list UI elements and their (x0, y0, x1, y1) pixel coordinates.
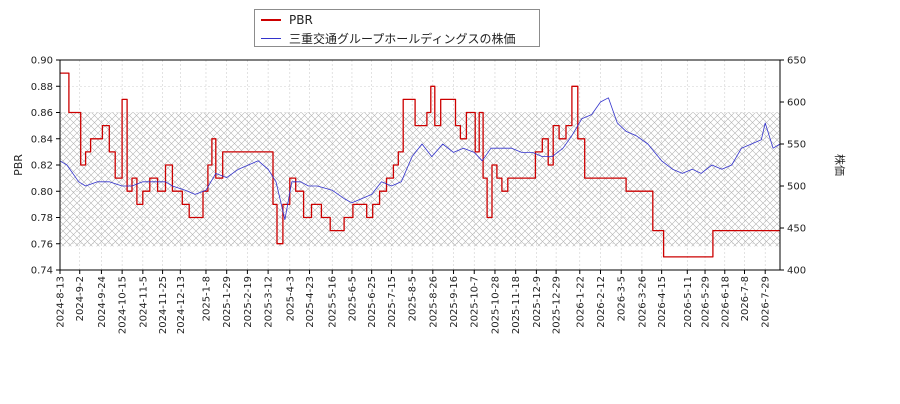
left-tick-label: 0.78 (31, 213, 53, 224)
x-tick-label: 2026-5-11 (683, 276, 694, 328)
x-tick-label: 2024-12-13 (176, 276, 187, 334)
x-tick-label: 2025-5-16 (328, 276, 339, 328)
left-tick-label: 0.86 (31, 108, 53, 119)
x-tick-label: 2025-10-28 (490, 276, 501, 334)
left-tick-label: 0.80 (31, 187, 53, 198)
series-layer (60, 72, 780, 258)
x-tick-label: 2025-6-5 (347, 276, 358, 321)
left-tick-label: 0.88 (31, 82, 53, 93)
x-tick-label: 2024-11-5 (138, 276, 149, 328)
x-tick-label: 2024-10-15 (118, 276, 129, 334)
left-tick-label: 0.76 (31, 239, 53, 250)
x-tick-label: 2025-9-16 (449, 276, 460, 328)
legend-swatch-pbr (261, 19, 281, 21)
x-tick-label: 2026-3-5 (617, 276, 628, 321)
right-tick-label: 550 (787, 140, 806, 151)
left-tick-label: 0.90 (31, 56, 53, 67)
right-tick-label: 600 (787, 98, 806, 109)
left-tick-label: 0.84 (31, 134, 53, 145)
x-tick-label: 2026-2-12 (596, 276, 607, 328)
x-tick-label: 2025-10-7 (470, 276, 481, 328)
x-tick-label: 2024-11-25 (158, 276, 169, 334)
legend-label-stock-price: 三重交通グループホールディングスの株価 (289, 31, 516, 46)
series-line-pbr (60, 72, 780, 258)
right-tick-label: 450 (787, 224, 806, 235)
x-tick-label: 2025-12-9 (532, 276, 543, 328)
x-tick-label: 2025-3-12 (264, 276, 275, 328)
x-tick-label: 2026-7-29 (761, 276, 772, 328)
x-tick-label: 2024-8-13 (56, 276, 67, 328)
right-tick-label: 500 (787, 182, 806, 193)
right-axis-ticks: 400 450 500 550 600 650 (780, 56, 806, 277)
x-tick-label: 2025-1-29 (222, 276, 233, 328)
series-line-stock-price (60, 97, 780, 220)
legend-label-pbr: PBR (289, 13, 313, 27)
right-axis-title: 株価 (833, 154, 847, 176)
left-tick-label: 0.82 (31, 161, 53, 172)
x-tick-label: 2025-6-25 (367, 276, 378, 328)
x-tick-label: 2026-5-29 (701, 276, 712, 328)
x-tick-label: 2025-7-15 (387, 276, 398, 328)
x-tick-label: 2025-4-3 (285, 276, 296, 321)
x-tick-label: 2025-8-26 (428, 276, 439, 328)
left-tick-label: 0.74 (31, 266, 53, 277)
x-tick-label: 2026-7-8 (740, 276, 751, 321)
right-tick-label: 400 (787, 266, 806, 277)
x-tick-label: 2026-4-15 (657, 276, 668, 328)
x-axis-ticks: 2024-8-13 2024-9-2 2024-9-24 2024-10-15 2024… (56, 270, 772, 334)
x-tick-label: 2026-1-22 (575, 276, 586, 328)
legend-swatch-stock-price (261, 37, 281, 39)
right-tick-label: 650 (787, 56, 806, 67)
x-tick-label: 2024-9-2 (75, 276, 86, 321)
x-tick-label: 2024-9-24 (97, 276, 108, 328)
x-tick-label: 2025-4-23 (305, 276, 316, 328)
left-axis-ticks: 0.74 0.76 0.78 0.80 0.82 0.84 0.86 0.88 0.90 (31, 56, 60, 277)
x-tick-label: 2026-3-26 (637, 276, 648, 328)
x-tick-label: 2025-12-29 (552, 276, 563, 334)
x-tick-label: 2025-11-18 (511, 276, 522, 334)
x-tick-label: 2026-6-18 (720, 276, 731, 328)
legend-item-stock-price: 三重交通グループホールディングスの株価 (261, 30, 515, 46)
x-tick-label: 2025-2-19 (243, 276, 254, 328)
legend-item-pbr: PBR (261, 12, 313, 28)
left-axis-title: PBR (12, 154, 25, 176)
x-tick-label: 2025-1-8 (201, 276, 212, 321)
legend: PBR 三重交通グループホールディングスの株価 (254, 9, 540, 47)
x-tick-label: 2025-8-5 (408, 276, 419, 321)
hatched-band (60, 112, 780, 247)
